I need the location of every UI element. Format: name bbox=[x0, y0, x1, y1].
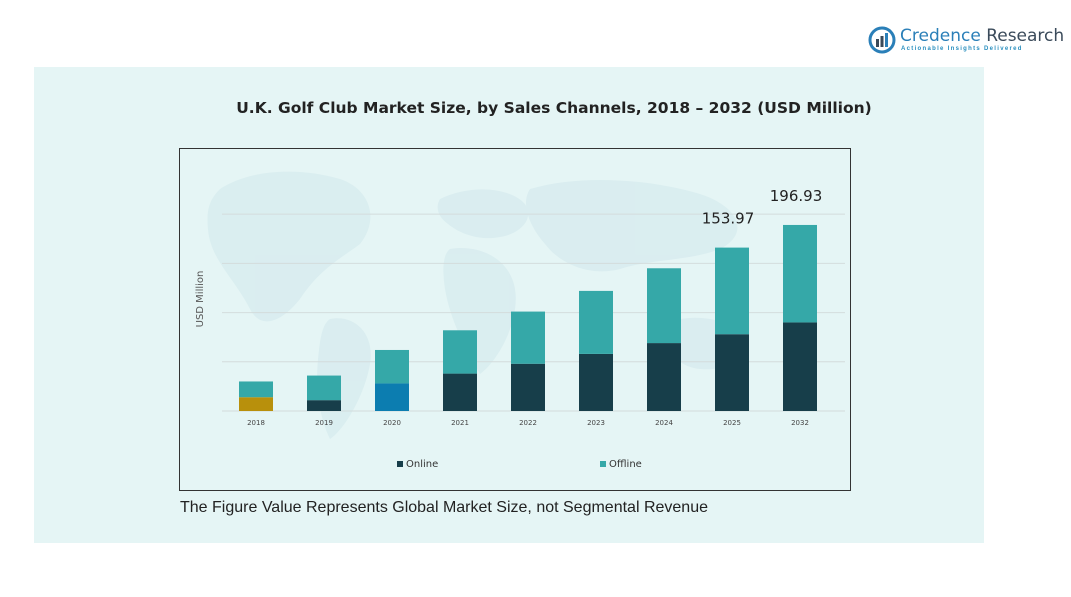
bar-offline-2021 bbox=[443, 330, 477, 374]
bar-online-2025 bbox=[715, 334, 749, 411]
legend-label-offline: Offline bbox=[609, 459, 642, 470]
data-label-2025: 153.97 bbox=[702, 210, 755, 228]
footnote: The Figure Value Represents Global Marke… bbox=[180, 499, 708, 516]
x-tick-label-2022: 2022 bbox=[519, 419, 537, 427]
x-axis-tick-labels: 2018 2019 2020 2021 2022 2023 2024 2025 2032 bbox=[247, 419, 809, 427]
logo-tagline: Actionable Insights Delivered bbox=[901, 46, 1023, 52]
bar-online-2022 bbox=[511, 363, 545, 411]
legend-swatch-online bbox=[397, 461, 403, 467]
x-tick-label-2021: 2021 bbox=[451, 419, 469, 427]
x-tick-label-2032: 2032 bbox=[791, 419, 809, 427]
bar-online-2023 bbox=[579, 353, 613, 411]
bar-online-2032 bbox=[783, 322, 817, 411]
x-tick-label-2023: 2023 bbox=[587, 419, 605, 427]
bar-online-2018 bbox=[239, 397, 273, 411]
chart-title: U.K. Golf Club Market Size, by Sales Cha… bbox=[236, 99, 872, 117]
bar-offline-2024 bbox=[647, 268, 681, 344]
bar-offline-2022 bbox=[511, 311, 545, 364]
brand-logo: Credence Research Actionable Insights De… bbox=[868, 26, 1064, 56]
chart-panel: U.K. Golf Club Market Size, by Sales Cha… bbox=[34, 67, 984, 543]
x-tick-label-2018: 2018 bbox=[247, 419, 265, 427]
stacked-bar-chart: 153.97 196.93 2018 2019 2020 2021 2022 2023 202… bbox=[195, 171, 845, 470]
x-tick-label-2019: 2019 bbox=[315, 419, 333, 427]
x-tick-label-2025: 2025 bbox=[723, 419, 741, 427]
bar-online-2020 bbox=[375, 383, 409, 411]
data-label-2032: 196.93 bbox=[770, 187, 823, 205]
x-tick-label-2020: 2020 bbox=[383, 419, 401, 427]
bar-online-2019 bbox=[307, 400, 341, 411]
bar-online-2024 bbox=[647, 343, 681, 411]
bar-offline-2023 bbox=[579, 290, 613, 354]
bar-offline-2032 bbox=[783, 224, 817, 323]
bar-offline-2025 bbox=[715, 247, 749, 335]
bar-offline-2019 bbox=[307, 375, 341, 401]
bar-online-2021 bbox=[443, 373, 477, 411]
bar-offline-2018 bbox=[239, 381, 273, 398]
legend-label-online: Online bbox=[406, 459, 438, 470]
logo-name: Credence Research bbox=[900, 26, 1065, 46]
legend-swatch-offline bbox=[600, 461, 606, 467]
bar-series bbox=[239, 224, 817, 411]
chart-legend: Online Offline bbox=[397, 459, 642, 470]
data-labels: 153.97 196.93 bbox=[702, 187, 823, 228]
y-axis-label: USD Million bbox=[195, 271, 206, 328]
x-tick-label-2024: 2024 bbox=[655, 419, 673, 427]
chart-frame: 153.97 196.93 2018 2019 2020 2021 2022 2023 202… bbox=[179, 148, 851, 491]
logo-mark-icon bbox=[868, 26, 896, 54]
bar-offline-2020 bbox=[375, 349, 409, 384]
